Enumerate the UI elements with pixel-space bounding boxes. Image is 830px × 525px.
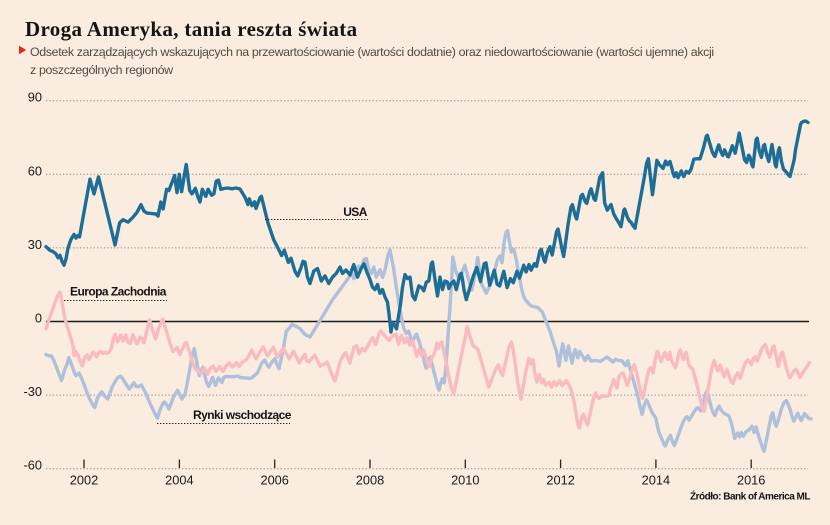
svg-text:30: 30 bbox=[28, 237, 42, 252]
svg-text:0: 0 bbox=[35, 311, 42, 326]
svg-text:2014: 2014 bbox=[642, 473, 670, 488]
svg-text:Odsetek zarządzających wskazuj: Odsetek zarządzających wskazujących na p… bbox=[30, 45, 714, 59]
svg-text:2008: 2008 bbox=[356, 473, 384, 488]
svg-text:2002: 2002 bbox=[70, 473, 98, 488]
svg-text:Źródło: Bank of America ML: Źródło: Bank of America ML bbox=[690, 490, 810, 503]
svg-text:USA: USA bbox=[343, 205, 368, 219]
svg-text:2010: 2010 bbox=[451, 473, 479, 488]
svg-text:-60: -60 bbox=[24, 458, 43, 473]
svg-text:2004: 2004 bbox=[165, 473, 193, 488]
svg-text:Europa Zachodnia: Europa Zachodnia bbox=[70, 285, 167, 299]
svg-text:2012: 2012 bbox=[546, 473, 574, 488]
svg-text:Rynki wschodzące: Rynki wschodzące bbox=[193, 408, 292, 422]
svg-text:2006: 2006 bbox=[260, 473, 288, 488]
svg-text:2016: 2016 bbox=[737, 473, 765, 488]
svg-text:60: 60 bbox=[28, 163, 42, 178]
svg-text:-30: -30 bbox=[24, 384, 43, 399]
svg-text:90: 90 bbox=[28, 90, 42, 105]
svg-text:z poszczególnych regionów: z poszczególnych regionów bbox=[30, 63, 173, 77]
svg-text:Droga Ameryka, tania reszta św: Droga Ameryka, tania reszta świata bbox=[25, 17, 358, 41]
